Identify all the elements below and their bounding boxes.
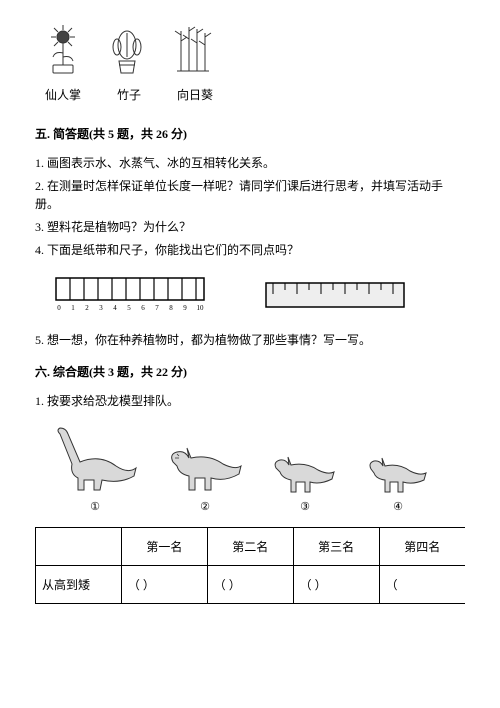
- rank-header: 第一名: [121, 528, 207, 566]
- plant-labels-row: 仙人掌 竹子 向日葵: [45, 86, 465, 103]
- rank-header: 第四名: [379, 528, 465, 566]
- dino-num: ④: [365, 500, 431, 513]
- dino-1-icon: [50, 424, 140, 494]
- svg-text:6: 6: [141, 304, 145, 312]
- svg-text:9: 9: [183, 304, 187, 312]
- dino-3-icon: [270, 450, 340, 494]
- plant-label: 向日葵: [177, 86, 213, 103]
- table-row: 第一名 第二名 第三名 第四名: [36, 528, 466, 566]
- section-6-title: 六. 综合题(共 3 题，共 22 分): [35, 363, 465, 380]
- rank-row-label: 从高到矮: [36, 566, 122, 604]
- svg-text:10: 10: [197, 304, 205, 312]
- rank-header-blank: [36, 528, 122, 566]
- q6-1: 1. 按要求给恐龙模型排队。: [35, 392, 465, 410]
- svg-text:5: 5: [127, 304, 131, 312]
- q5-1: 1. 画图表示水、水蒸气、冰的互相转化关系。: [35, 154, 465, 172]
- dino-num-row: ① ② ③ ④: [50, 500, 465, 513]
- q5-2: 2. 在测量时怎样保证单位长度一样呢？请同学们课后进行思考，并填写活动手册。: [35, 177, 465, 213]
- rank-cell: （ ）: [293, 566, 379, 604]
- svg-text:2: 2: [85, 304, 89, 312]
- svg-text:4: 4: [113, 304, 117, 312]
- q5-5: 5. 想一想，你在种养植物时，都为植物做了那些事情？写一写。: [35, 331, 465, 349]
- dino-2-icon: [165, 440, 245, 494]
- rank-header: 第二名: [207, 528, 293, 566]
- plant-icons-row: [40, 20, 465, 76]
- dino-num: ②: [165, 500, 245, 513]
- cactus-icon: [104, 20, 150, 76]
- ruler-icon: [265, 282, 405, 308]
- svg-text:0: 0: [57, 304, 61, 312]
- dino-num: ①: [50, 500, 140, 513]
- plant-label: 竹子: [117, 86, 141, 103]
- rank-cell: （ ）: [207, 566, 293, 604]
- plant-label: 仙人掌: [45, 86, 81, 103]
- dino-num: ③: [270, 500, 340, 513]
- sunflower-icon: [40, 20, 86, 76]
- paper-tape-icon: 0 1 2 3 4 5 6 7 8 9 10: [55, 277, 205, 313]
- bamboo-icon: [168, 20, 214, 76]
- rulers-row: 0 1 2 3 4 5 6 7 8 9 10: [55, 277, 465, 313]
- svg-text:7: 7: [155, 304, 159, 312]
- svg-text:1: 1: [71, 304, 75, 312]
- svg-text:3: 3: [99, 304, 103, 312]
- rank-header: 第三名: [293, 528, 379, 566]
- q5-4: 4. 下面是纸带和尺子，你能找出它们的不同点吗？: [35, 241, 465, 259]
- dino-row: [50, 424, 465, 494]
- rank-table: 第一名 第二名 第三名 第四名 从高到矮 （ ） （ ） （ ） （: [35, 527, 465, 604]
- rank-cell: （ ）: [121, 566, 207, 604]
- dino-4-icon: [365, 452, 431, 494]
- q5-3: 3. 塑料花是植物吗？为什么？: [35, 218, 465, 236]
- section-5-title: 五. 简答题(共 5 题，共 26 分): [35, 125, 465, 142]
- table-row: 从高到矮 （ ） （ ） （ ） （: [36, 566, 466, 604]
- svg-text:8: 8: [169, 304, 173, 312]
- rank-cell: （: [379, 566, 465, 604]
